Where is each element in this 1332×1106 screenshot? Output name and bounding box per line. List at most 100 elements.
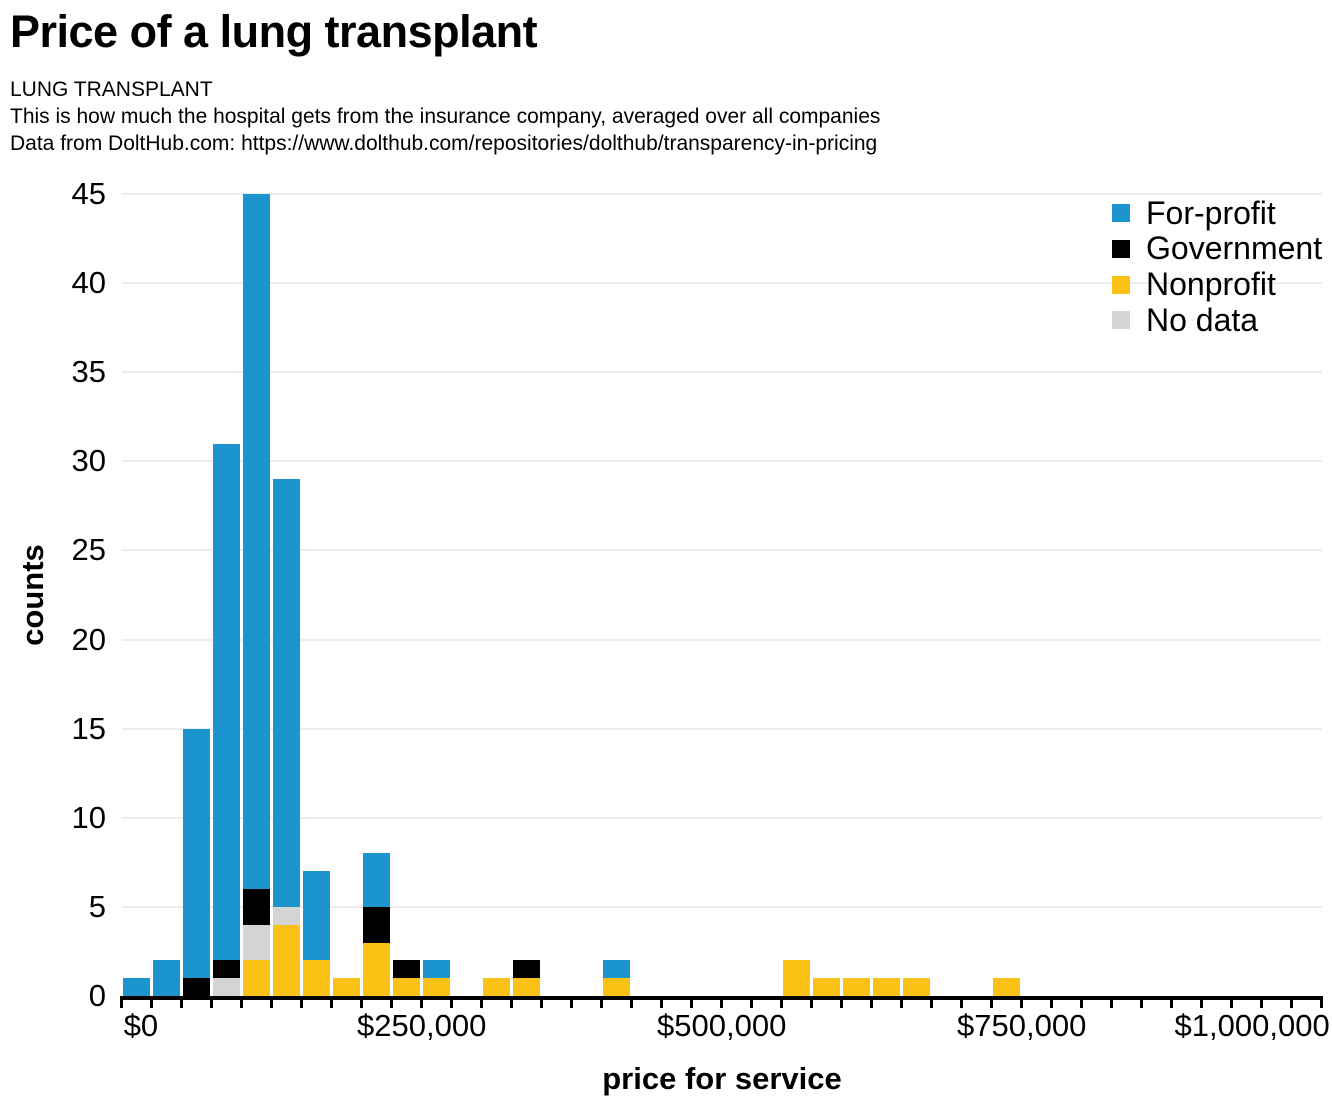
y-tick-label: 5 — [88, 888, 106, 924]
y-tick-label: 20 — [71, 621, 106, 657]
bar-segment-for-profit — [363, 853, 391, 907]
bar-segment-for-profit — [423, 960, 451, 979]
y-tick-label: 45 — [71, 176, 106, 211]
page-title: Price of a lung transplant — [10, 6, 538, 57]
gridline — [121, 282, 1322, 285]
x-tick — [1320, 996, 1323, 1008]
legend-label: For-profit — [1146, 194, 1276, 231]
legend-swatch-icon — [1112, 204, 1130, 223]
gridline — [121, 905, 1322, 908]
x-tick — [180, 996, 183, 1008]
x-tick — [1050, 996, 1053, 1008]
bar-segment-no-data — [213, 978, 241, 996]
bar-segment-nonprofit — [993, 978, 1021, 996]
chart-subtitle-url-line: Data from DoltHub.com: https://www.dolth… — [10, 132, 878, 155]
x-tick — [780, 996, 783, 1008]
y-tick-label: 15 — [71, 710, 106, 746]
x-tick-label: $0 — [123, 1008, 159, 1043]
bar-segment-for-profit — [123, 978, 151, 996]
x-tick-label: $750,000 — [957, 1008, 1087, 1043]
x-tick — [840, 996, 843, 1008]
x-tick — [1170, 996, 1173, 1008]
bar-segment-nonprofit — [873, 978, 901, 996]
x-tick — [510, 996, 513, 1008]
bar-segment-for-profit — [243, 194, 271, 890]
bar-segment-for-profit — [183, 728, 211, 979]
x-axis-title: price for service — [602, 1061, 842, 1096]
x-tick — [990, 996, 993, 1008]
x-tick — [1140, 996, 1143, 1008]
bar-segment-no-data — [273, 906, 301, 925]
x-tick — [120, 996, 123, 1008]
bar-segment-nonprofit — [273, 924, 301, 996]
bar-segment-government — [213, 960, 241, 979]
legend-item: No data — [1112, 301, 1259, 338]
bar-segment-nonprofit — [603, 978, 631, 996]
legend-swatch-icon — [1112, 275, 1130, 294]
gridline — [121, 371, 1322, 374]
y-tick-label: 30 — [71, 443, 106, 479]
gridline — [121, 460, 1322, 463]
bar-segment-nonprofit — [243, 960, 271, 996]
bar-segment-for-profit — [153, 960, 181, 996]
x-tick — [870, 996, 873, 1008]
bar-segment-for-profit — [213, 443, 241, 961]
x-tick — [750, 996, 753, 1008]
x-tick — [210, 996, 213, 1008]
bar-segment-nonprofit — [903, 978, 931, 996]
legend-label: Government — [1146, 230, 1323, 267]
legend-swatch-icon — [1112, 311, 1130, 330]
y-tick-label: 35 — [71, 354, 106, 390]
bar-segment-for-profit — [603, 960, 631, 979]
x-tick — [150, 996, 153, 1008]
gridline — [121, 816, 1322, 819]
chart-subtitle-line: LUNG TRANSPLANT — [10, 78, 213, 101]
x-tick — [1230, 996, 1233, 1008]
bar-segment-government — [513, 960, 541, 979]
x-tick — [1290, 996, 1293, 1008]
x-tick-label: $500,000 — [657, 1008, 787, 1043]
legend-item: For-profit — [1112, 194, 1276, 231]
x-tick — [720, 996, 723, 1008]
gridline — [121, 193, 1322, 195]
gridline — [121, 727, 1322, 730]
x-tick-label: $1,000,000 — [1174, 1008, 1330, 1043]
y-tick-label: 0 — [88, 978, 106, 1013]
x-tick-label: $250,000 — [357, 1008, 487, 1043]
x-tick — [1080, 996, 1083, 1008]
x-tick — [270, 996, 273, 1008]
gridline — [121, 549, 1322, 552]
bar-segment-nonprofit — [513, 978, 541, 996]
bar-segment-government — [393, 960, 421, 979]
bar-segment-government — [183, 978, 211, 996]
bar-segment-nonprofit — [303, 960, 331, 996]
bar-segment-nonprofit — [813, 978, 841, 996]
x-tick — [360, 996, 363, 1008]
x-tick — [1020, 996, 1023, 1008]
chart-subtitle-line: This is how much the hospital gets from … — [10, 105, 881, 128]
bar-segment-nonprofit — [423, 978, 451, 996]
x-tick — [660, 996, 663, 1008]
legend-swatch-icon — [1112, 239, 1130, 258]
y-tick-label: 25 — [71, 532, 106, 568]
bar-segment-nonprofit — [483, 978, 511, 996]
bar-segment-no-data — [243, 924, 271, 961]
x-tick — [600, 996, 603, 1008]
legend-label: No data — [1146, 301, 1259, 338]
y-tick-label: 40 — [71, 265, 106, 301]
x-tick — [450, 996, 453, 1008]
x-tick — [930, 996, 933, 1008]
gridline — [121, 638, 1322, 641]
x-tick — [810, 996, 813, 1008]
y-tick-label: 10 — [71, 799, 106, 835]
x-tick — [1110, 996, 1113, 1008]
x-tick — [240, 996, 243, 1008]
x-tick — [630, 996, 633, 1008]
bar-segment-government — [243, 889, 271, 925]
x-tick — [300, 996, 303, 1008]
bar-segment-nonprofit — [363, 942, 391, 996]
bar-segment-nonprofit — [333, 978, 361, 996]
bar-segment-nonprofit — [843, 978, 871, 996]
bar-segment-nonprofit — [393, 978, 421, 996]
x-tick — [1200, 996, 1203, 1008]
